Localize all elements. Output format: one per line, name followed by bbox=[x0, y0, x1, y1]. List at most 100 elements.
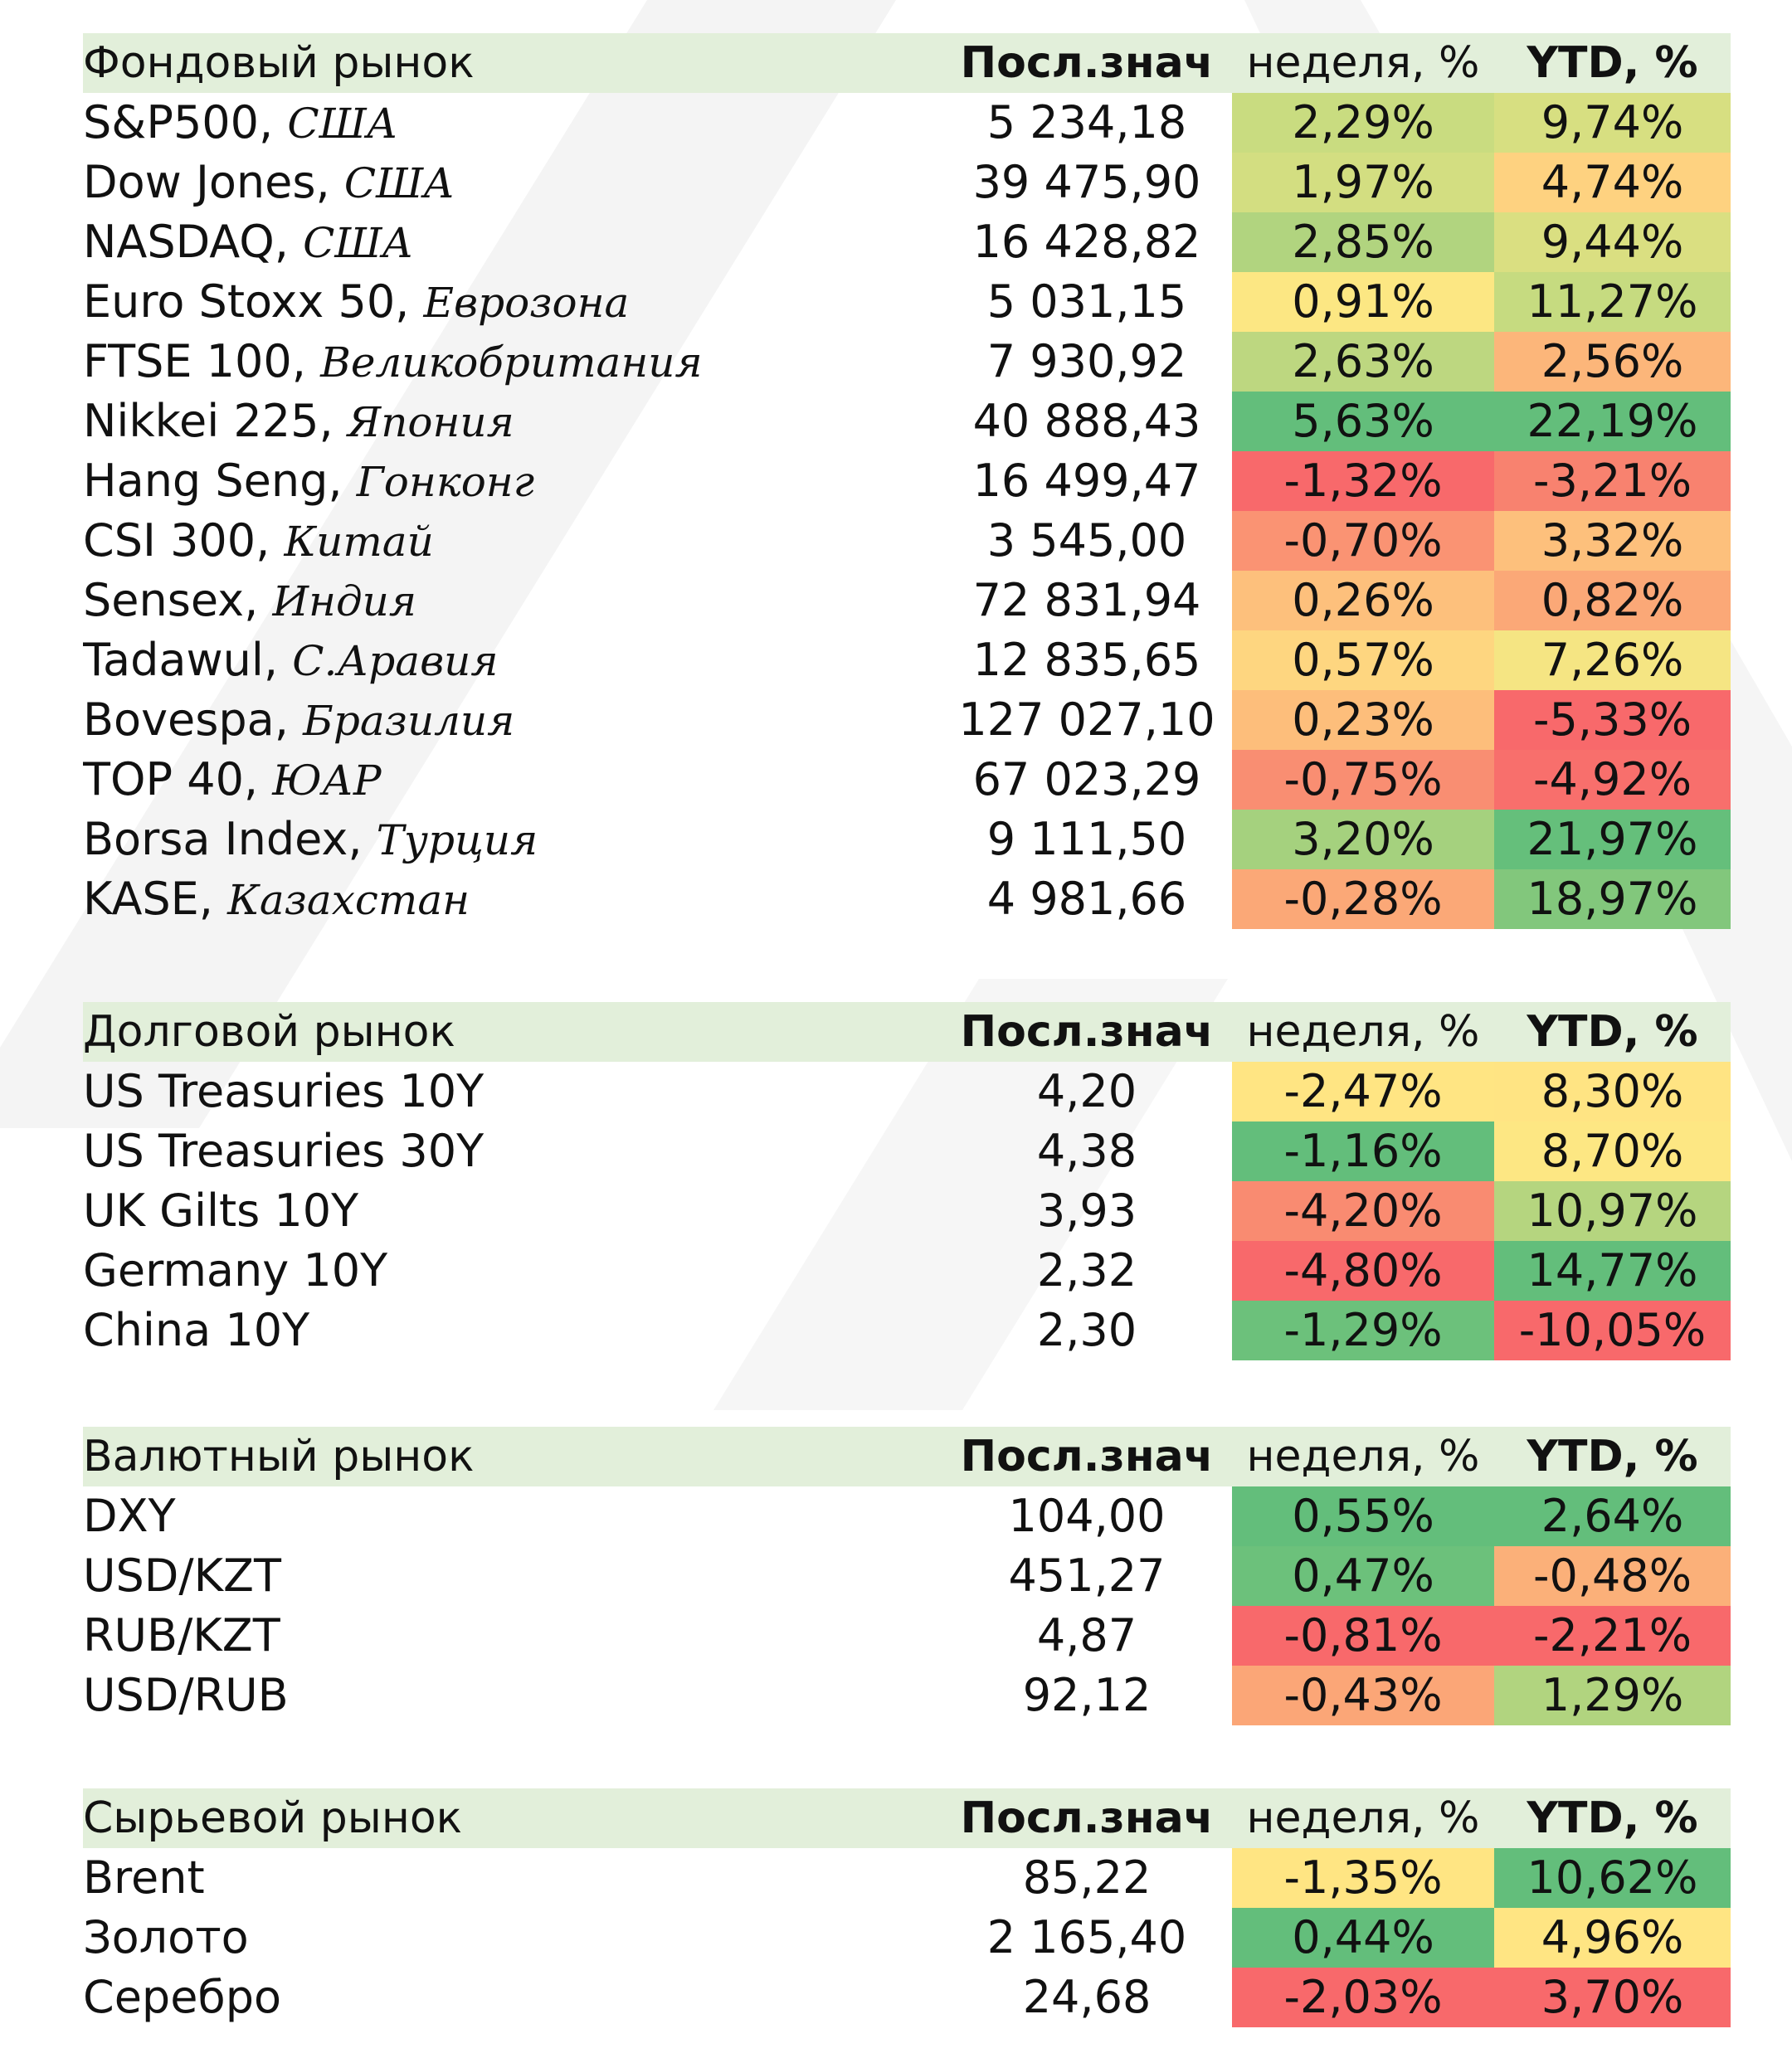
instrument-name-cell: S&P500, США bbox=[83, 93, 879, 153]
column-header-week: неделя, % bbox=[1246, 1007, 1480, 1057]
ytd-change: 3,70% bbox=[1494, 1968, 1731, 2027]
instrument-name-cell: Hang Seng, Гонконг bbox=[83, 451, 879, 511]
table-row: USD/KZT 451,27 0,47% -0,48% bbox=[83, 1546, 1731, 1606]
table-row: Nikkei 225, Япония 40 888,43 5,63% 22,19% bbox=[83, 392, 1731, 451]
week-change: -4,80% bbox=[1232, 1241, 1494, 1301]
last-value: 3 545,00 bbox=[986, 514, 1187, 567]
ytd-change: 14,77% bbox=[1494, 1241, 1731, 1301]
instrument-country: Индия bbox=[272, 577, 416, 625]
ytd-change: 9,74% bbox=[1494, 93, 1731, 153]
instrument-country: Япония bbox=[347, 398, 514, 446]
last-value: 24,68 bbox=[1022, 1971, 1152, 2023]
ytd-change: 3,32% bbox=[1494, 511, 1731, 571]
ytd-change: 10,62% bbox=[1494, 1848, 1731, 1908]
instrument-name-cell: USD/KZT bbox=[83, 1546, 879, 1606]
section-currency-market: Валютный рынок Посл.знач неделя, % YTD, … bbox=[83, 1427, 1731, 1725]
table-row: Dow Jones, США 39 475,90 1,97% 4,74% bbox=[83, 153, 1731, 212]
instrument-name-cell: UK Gilts 10Y bbox=[83, 1181, 879, 1241]
instrument-name-cell: Euro Stoxx 50, Еврозона bbox=[83, 272, 879, 332]
column-header-last: Посл.знач bbox=[960, 38, 1214, 88]
column-header-ytd: YTD, % bbox=[1527, 38, 1698, 88]
instrument-country: ЮАР bbox=[272, 757, 382, 805]
last-value: 72 831,94 bbox=[972, 574, 1201, 626]
column-header-week: неделя, % bbox=[1246, 38, 1480, 88]
week-change: -0,70% bbox=[1232, 511, 1494, 571]
week-change: -1,35% bbox=[1232, 1848, 1494, 1908]
last-value: 104,00 bbox=[1008, 1490, 1166, 1542]
week-change: 0,55% bbox=[1232, 1486, 1494, 1546]
instrument-name-cell: Золото bbox=[83, 1908, 879, 1968]
ytd-change: 0,82% bbox=[1494, 571, 1731, 630]
instrument-name-cell: USD/RUB bbox=[83, 1666, 879, 1725]
column-header-ytd: YTD, % bbox=[1527, 1007, 1698, 1057]
instrument-name: Brent bbox=[83, 1851, 205, 1904]
last-value: 4,20 bbox=[1036, 1065, 1137, 1117]
section-header: Валютный рынок Посл.знач неделя, % YTD, … bbox=[83, 1427, 1731, 1486]
table-rows: Brent 85,22 -1,35% 10,62% Золото 2 165,40 0,44… bbox=[83, 1848, 1731, 2027]
instrument-country: Великобритания bbox=[320, 338, 703, 387]
instrument-name-cell: Brent bbox=[83, 1848, 879, 1908]
ytd-change: 2,64% bbox=[1494, 1486, 1731, 1546]
ytd-change: 22,19% bbox=[1494, 392, 1731, 451]
instrument-country: Гонконг bbox=[356, 458, 535, 506]
instrument-name: TOP 40, bbox=[83, 753, 259, 805]
instrument-name-cell: TOP 40, ЮАР bbox=[83, 750, 879, 810]
section-title: Долговой рынок bbox=[83, 1007, 455, 1057]
week-change: 0,23% bbox=[1232, 690, 1494, 750]
week-change: -0,28% bbox=[1232, 869, 1494, 929]
instrument-name: Borsa Index, bbox=[83, 813, 363, 865]
table-row: DXY 104,00 0,55% 2,64% bbox=[83, 1486, 1731, 1546]
table-row: US Treasuries 30Y 4,38 -1,16% 8,70% bbox=[83, 1121, 1731, 1181]
last-value: 67 023,29 bbox=[972, 753, 1201, 805]
instrument-name-cell: Bovespa, Бразилия bbox=[83, 690, 879, 750]
last-value: 4,38 bbox=[1036, 1125, 1137, 1177]
table-rows: DXY 104,00 0,55% 2,64% USD/KZT 451,27 0,47% -0,… bbox=[83, 1486, 1731, 1725]
instrument-name: Золото bbox=[83, 1911, 249, 1963]
ytd-change: 7,26% bbox=[1494, 630, 1731, 690]
week-change: 0,47% bbox=[1232, 1546, 1494, 1606]
column-header-last: Посл.знач bbox=[960, 1007, 1214, 1057]
instrument-name: CSI 300, bbox=[83, 514, 270, 567]
column-header-last: Посл.знач bbox=[960, 1432, 1214, 1481]
section-header: Фондовый рынок Посл.знач неделя, % YTD, … bbox=[83, 33, 1731, 93]
instrument-country: Бразилия bbox=[303, 697, 515, 745]
table-row: Золото 2 165,40 0,44% 4,96% bbox=[83, 1908, 1731, 1968]
instrument-name: KASE, bbox=[83, 873, 213, 925]
table-row: RUB/KZT 4,87 -0,81% -2,21% bbox=[83, 1606, 1731, 1666]
week-change: -4,20% bbox=[1232, 1181, 1494, 1241]
last-value: 12 835,65 bbox=[972, 634, 1201, 686]
instrument-country: США bbox=[343, 159, 455, 207]
instrument-name: China 10Y bbox=[83, 1304, 310, 1356]
last-value: 127 027,10 bbox=[958, 693, 1215, 746]
instrument-country: Казахстан bbox=[227, 876, 470, 924]
table-row: China 10Y 2,30 -1,29% -10,05% bbox=[83, 1301, 1731, 1360]
last-value: 2,30 bbox=[1036, 1304, 1137, 1356]
ytd-change: 21,97% bbox=[1494, 810, 1731, 869]
week-change: 3,20% bbox=[1232, 810, 1494, 869]
last-value: 4,87 bbox=[1036, 1609, 1137, 1661]
instrument-name: USD/RUB bbox=[83, 1669, 289, 1721]
table-row: FTSE 100, Великобритания 7 930,92 2,63% 2,5… bbox=[83, 332, 1731, 392]
instrument-name: USD/KZT bbox=[83, 1550, 281, 1602]
week-change: 2,29% bbox=[1232, 93, 1494, 153]
instrument-country: Еврозона bbox=[423, 279, 630, 327]
ytd-change: 10,97% bbox=[1494, 1181, 1731, 1241]
table-row: USD/RUB 92,12 -0,43% 1,29% bbox=[83, 1666, 1731, 1725]
ytd-change: -2,21% bbox=[1494, 1606, 1731, 1666]
instrument-name-cell: US Treasuries 30Y bbox=[83, 1121, 879, 1181]
last-value: 7 930,92 bbox=[986, 335, 1187, 387]
instrument-name-cell: Germany 10Y bbox=[83, 1241, 879, 1301]
table-row: TOP 40, ЮАР 67 023,29 -0,75% -4,92% bbox=[83, 750, 1731, 810]
instrument-name-cell: US Treasuries 10Y bbox=[83, 1062, 879, 1121]
ytd-change: -5,33% bbox=[1494, 690, 1731, 750]
instrument-country: Китай bbox=[284, 518, 434, 566]
last-value: 2 165,40 bbox=[986, 1911, 1187, 1963]
instrument-name: US Treasuries 10Y bbox=[83, 1065, 485, 1117]
instrument-name-cell: Sensex, Индия bbox=[83, 571, 879, 630]
table-row: S&P500, США 5 234,18 2,29% 9,74% bbox=[83, 93, 1731, 153]
section-debt-market: Долговой рынок Посл.знач неделя, % YTD, … bbox=[83, 1002, 1731, 1360]
column-header-week: неделя, % bbox=[1246, 1432, 1480, 1481]
ytd-change: 11,27% bbox=[1494, 272, 1731, 332]
instrument-name-cell: CSI 300, Китай bbox=[83, 511, 879, 571]
